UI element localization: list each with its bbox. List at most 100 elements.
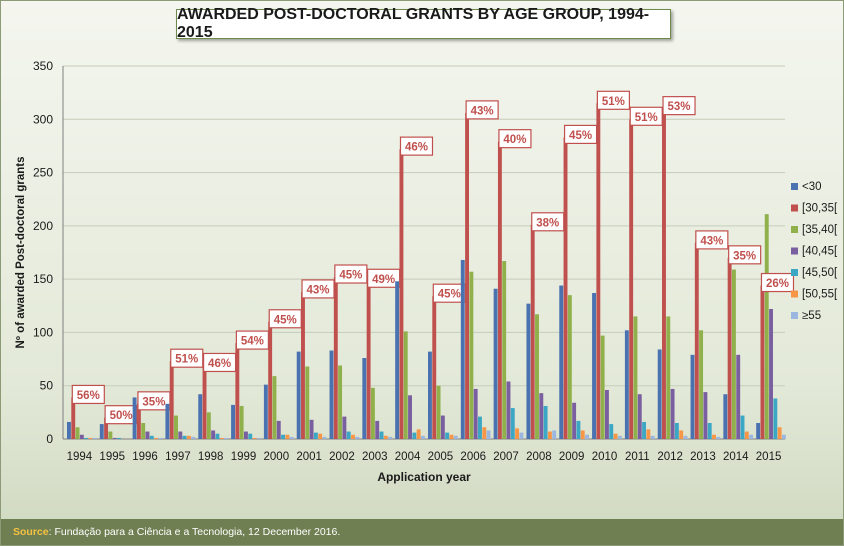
bar [141,423,146,439]
bar [552,430,557,439]
bar [395,281,400,439]
bar [285,434,290,439]
bar [760,285,765,439]
percent-annotation: 43% [700,235,723,247]
bar [289,436,294,439]
bar [683,435,688,439]
bar [224,437,228,439]
bar [318,433,323,439]
percent-annotation: 43% [471,105,494,117]
bar [749,434,754,439]
bar [453,435,458,439]
bar [132,397,137,439]
bar [460,259,465,439]
bar [420,435,425,439]
percent-annotation-box [465,100,499,120]
x-tick-label: 1994 [67,451,93,463]
bar [136,403,141,439]
legend-label: [40,45[ [802,246,838,258]
x-tick-label: 2012 [657,451,683,463]
percent-annotation: 51% [175,354,198,366]
bar [383,435,388,439]
y-axis-title: Nº of awarded Post-doctoral grants [15,156,27,348]
percent-annotation: 50% [110,410,133,422]
bar [773,398,778,439]
x-tick-label: 2015 [756,451,782,463]
percent-annotation-box [662,96,696,116]
x-axis-title: Application year [377,470,471,484]
bar [268,321,273,439]
percent-annotation: 46% [208,358,231,370]
bar [351,434,355,439]
bar [694,242,699,439]
bar [596,103,601,440]
x-tick-label: 1995 [99,451,125,463]
y-tick-label: 300 [33,112,53,126]
bar [469,271,474,439]
percent-annotation-box [728,245,762,265]
bar [165,403,170,439]
legend-swatch [791,269,798,276]
bar [502,261,507,439]
bar [712,434,716,439]
bar [744,431,749,439]
bar [104,417,109,439]
bar [592,292,596,439]
y-tick-label: 50 [40,379,54,393]
bar [346,431,351,439]
bar [604,389,609,439]
legend-label: [50,55[ [802,289,838,301]
bar [535,314,539,439]
bar [256,437,261,439]
bar [510,408,515,439]
bar [243,431,248,439]
bar [580,430,585,439]
x-tick-label: 2002 [329,451,355,463]
bar [301,291,305,439]
percent-annotation-box [71,384,105,405]
bar [674,423,679,439]
bar [71,397,76,439]
bar [445,432,450,439]
x-tick-label: 1999 [231,451,257,463]
bar [416,429,421,439]
bar [342,416,347,439]
percent-annotation: 35% [142,396,165,408]
bar [613,433,618,439]
x-tick-label: 2006 [460,451,486,463]
bar [239,405,244,439]
x-tick-label: 1998 [198,451,224,463]
bar [519,432,524,439]
bar [699,330,704,439]
bar [572,402,577,439]
bar [88,437,93,439]
bar [75,427,80,439]
bar [263,384,268,439]
bar [145,431,150,439]
bar [117,437,121,439]
percent-annotation-box [695,230,729,250]
bar [690,354,695,439]
bar [158,437,163,439]
bar [362,358,367,439]
bar [731,269,736,439]
bar [366,281,371,439]
bar [736,354,741,439]
bar [281,434,286,439]
bar [764,214,769,439]
percent-annotation-box [334,264,368,284]
bar [198,394,203,439]
percent-annotation: 46% [405,142,428,154]
percent-annotation: 53% [668,101,691,113]
bar [408,395,412,439]
percent-annotation: 40% [503,134,526,146]
bar [559,285,564,439]
chart-svg: 0 50 100 150 200 250 300 350 1994 56% 1995 50% 1996 3… [15,59,838,484]
percent-annotation: 51% [602,96,625,108]
percent-annotation: 54% [241,336,264,348]
bar [716,436,721,439]
bar [637,394,642,439]
bar [486,430,491,439]
bar [547,431,552,439]
bar [231,404,235,439]
